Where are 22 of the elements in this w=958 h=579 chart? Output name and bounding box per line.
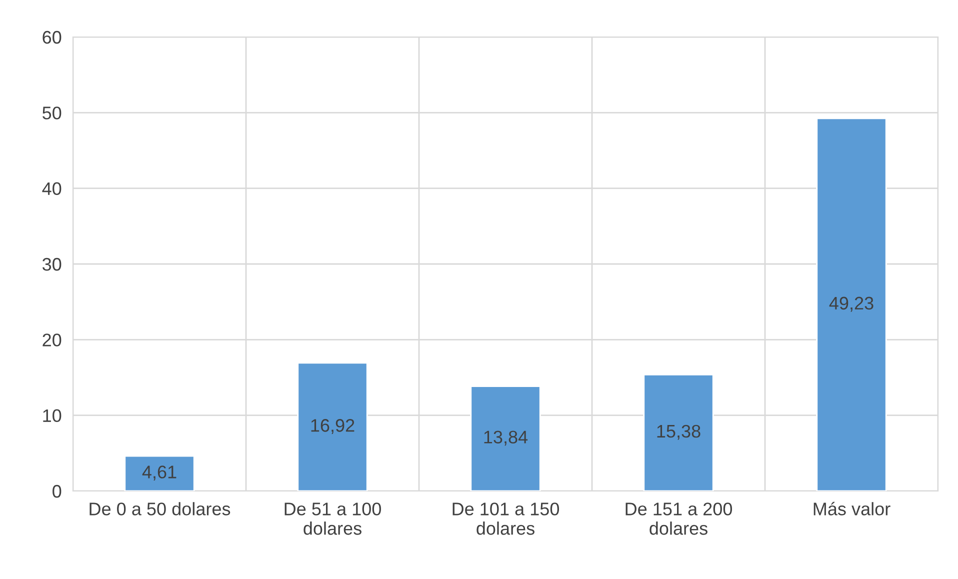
data-label: 49,23 [829, 296, 874, 312]
y-tick-label: 50 [42, 106, 62, 120]
x-tick-label: De 51 a 100 dolares [284, 502, 381, 535]
bar [297, 362, 368, 491]
x-tick-label: Más valor [814, 502, 890, 516]
x-tick-label: De 0 a 50 dolares [90, 502, 230, 516]
y-tick-label: 20 [42, 334, 62, 346]
data-label: 4,61 [142, 466, 176, 481]
bar [816, 118, 887, 491]
data-label: 15,38 [657, 424, 700, 440]
y-tick-label: 0 [52, 484, 62, 498]
y-tick-label: 60 [42, 30, 62, 44]
bar [643, 374, 714, 491]
data-label: 13,84 [484, 430, 528, 446]
bar [124, 455, 195, 491]
bar [470, 386, 541, 491]
y-tick-label: 30 [42, 258, 62, 271]
x-tick-label: De 101 a 150 dolares [452, 502, 560, 535]
y-tick-label: 10 [43, 409, 62, 422]
x-tick-label: De 151 a 200 dolares [626, 502, 732, 535]
y-tick-label: 40 [42, 182, 62, 196]
data-label: 16,92 [311, 419, 354, 434]
